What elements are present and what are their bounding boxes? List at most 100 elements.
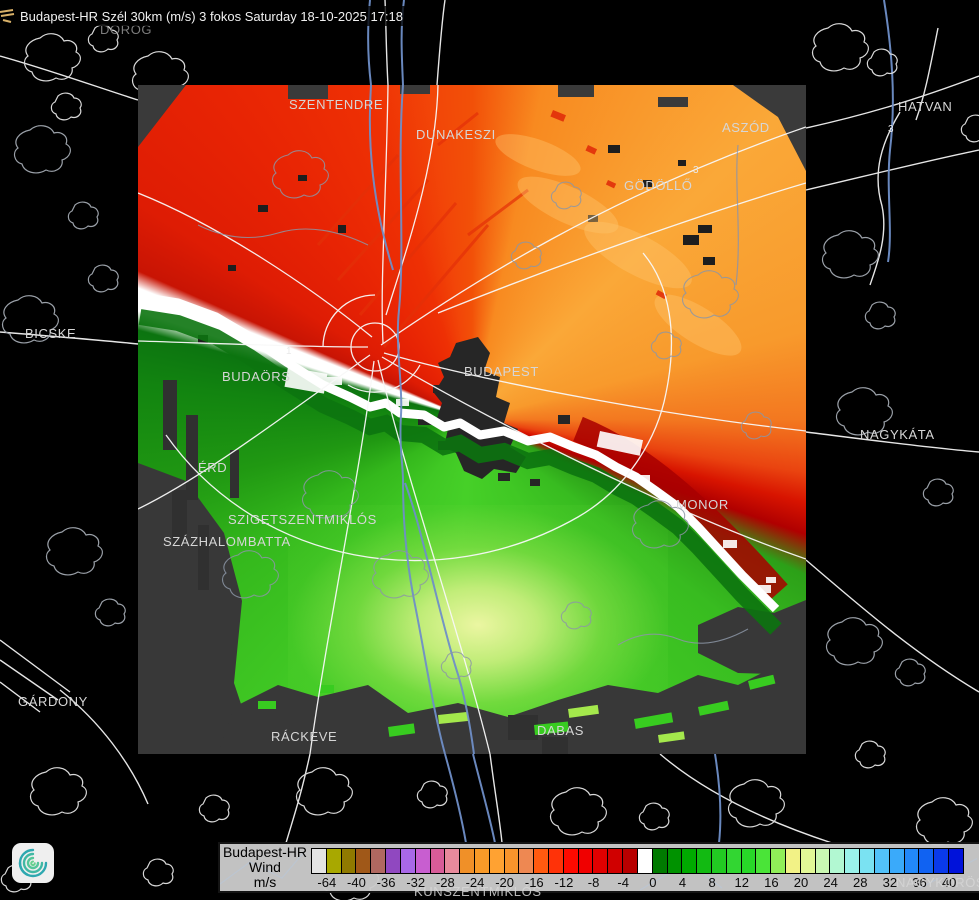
colorbar-tick: 32	[882, 875, 898, 890]
colorbar-tick: 16	[764, 875, 779, 890]
colorbar	[311, 848, 964, 874]
legend-title: Budapest-HR Wind m/s	[220, 845, 310, 890]
city-label: DABAS	[537, 723, 585, 738]
colorbar-tick: 24	[823, 875, 838, 890]
colorbar-cell	[740, 848, 757, 874]
colorbar-cell	[666, 848, 683, 874]
road-number-label: 3	[693, 165, 699, 176]
colorbar-cell	[577, 848, 594, 874]
colorbar-tick: 20	[793, 875, 809, 890]
colorbar-cell	[503, 848, 520, 874]
colorbar-tick: -40	[347, 875, 366, 890]
colorbar-cell	[696, 848, 712, 874]
legend-product: Budapest-HR	[222, 844, 308, 860]
colorbar-tick: -16	[524, 875, 544, 890]
colorbar-cell	[770, 848, 786, 874]
legend-unit: m/s	[253, 874, 277, 890]
title-bar: Budapest-HR Szél 30km (m/s) 3 fokos Satu…	[0, 6, 409, 26]
radar-overlay	[138, 85, 806, 754]
road-number-label: 3	[888, 124, 894, 135]
colorbar-cell	[918, 848, 935, 874]
city-label: MONOR	[676, 497, 729, 512]
colorbar-ticks: -64 -40 -36 -32 -28 -24 -20 -16 -12 -8 -4 0 4 8 12 16 20…	[312, 874, 964, 892]
legend-parameter: Wind	[249, 859, 281, 875]
colorbar-cell	[710, 848, 727, 874]
colorbar-tick: -12	[554, 875, 574, 890]
city-label: HATVAN	[898, 99, 953, 114]
city-label: SZIGETSZENTMIKLÓS	[228, 512, 377, 527]
colorbar-cell	[755, 848, 772, 874]
colorbar-cell	[548, 848, 564, 874]
colorbar-cell	[533, 848, 549, 874]
city-label: SZÁZHALOMBATTA	[163, 534, 291, 549]
colorbar-tick: -24	[465, 875, 485, 890]
colorbar-cell	[473, 848, 490, 874]
colorbar-tick: 4	[678, 875, 687, 890]
city-label: BUDAPEST	[464, 364, 539, 379]
colorbar-cell	[814, 848, 831, 874]
colorbar-tick: 8	[708, 875, 716, 890]
radar-display[interactable]	[138, 85, 806, 754]
colorbar-tick: -8	[587, 875, 600, 890]
colorbar-cell	[592, 848, 609, 874]
city-label: BUDAÖRS	[222, 369, 291, 384]
colorbar-cell	[518, 848, 535, 874]
colorbar-cell	[325, 848, 342, 874]
colorbar-cell	[385, 848, 401, 874]
colorbar-tick: -20	[495, 875, 515, 890]
colorbar-cell	[844, 848, 861, 874]
colorbar-tick: 0	[649, 875, 657, 890]
city-label: BICSKE	[25, 326, 77, 341]
colorbar-cell	[607, 848, 624, 874]
colorbar-cell	[903, 848, 920, 874]
colorbar-tick: -64	[317, 875, 337, 890]
colorbar-cell	[725, 848, 742, 874]
colorbar-cell	[429, 848, 446, 874]
radar-site-icon	[0, 9, 15, 23]
city-label: DUNAKESZI	[416, 127, 496, 142]
colorbar-cell	[340, 848, 357, 874]
colorbar-cell	[399, 848, 416, 874]
colorbar-cell	[933, 848, 949, 874]
city-label: ASZÓD	[722, 120, 770, 135]
city-label: NAGYKŐRÖS	[896, 875, 979, 890]
colorbar-cell	[859, 848, 875, 874]
spiral-logo-icon	[18, 848, 48, 878]
colorbar-cell	[355, 848, 372, 874]
colorbar-cell	[622, 848, 638, 874]
colorbar-tick: 12	[734, 875, 749, 890]
colorbar-cell	[488, 848, 505, 874]
colorbar-tick: -28	[435, 875, 455, 890]
city-label: NAGYKÁTA	[860, 427, 935, 442]
colorbar-cell	[799, 848, 816, 874]
colorbar-tick: 40	[941, 875, 957, 890]
colorbar-cell	[651, 848, 668, 874]
city-label: KUNSZENTMIKLÓS	[414, 884, 542, 899]
city-label: SZENTENDRE	[289, 97, 384, 112]
colorbar-cell	[562, 848, 579, 874]
city-label: GÁRDONY	[18, 694, 88, 709]
colorbar-tick: -4	[617, 875, 629, 890]
road-number-label: 1	[286, 346, 292, 357]
title-text: Budapest-HR Szél 30km (m/s) 3 fokos Satu…	[20, 8, 403, 24]
spiral-logo[interactable]	[12, 843, 54, 883]
colorbar-tick: 28	[853, 875, 868, 890]
colorbar-cell	[636, 848, 653, 874]
colorbar-cell	[947, 848, 964, 874]
colorbar-cell	[370, 848, 387, 874]
city-label: ÉRD	[198, 460, 228, 475]
colorbar-tick: -32	[406, 875, 426, 890]
colorbar-cell	[681, 848, 698, 874]
colorbar-cell	[414, 848, 431, 874]
city-label: RÁCKEVE	[271, 729, 338, 744]
colorbar-cell	[311, 848, 327, 874]
colorbar-cell	[888, 848, 905, 874]
colorbar-tick: -36	[376, 875, 396, 890]
legend: Budapest-HR Wind m/s -64 -40 -36 -32 -28 -24-…	[218, 842, 979, 893]
colorbar-cell	[785, 848, 801, 874]
colorbar-cell	[459, 848, 475, 874]
colorbar-cell	[444, 848, 461, 874]
colorbar-cell	[829, 848, 846, 874]
